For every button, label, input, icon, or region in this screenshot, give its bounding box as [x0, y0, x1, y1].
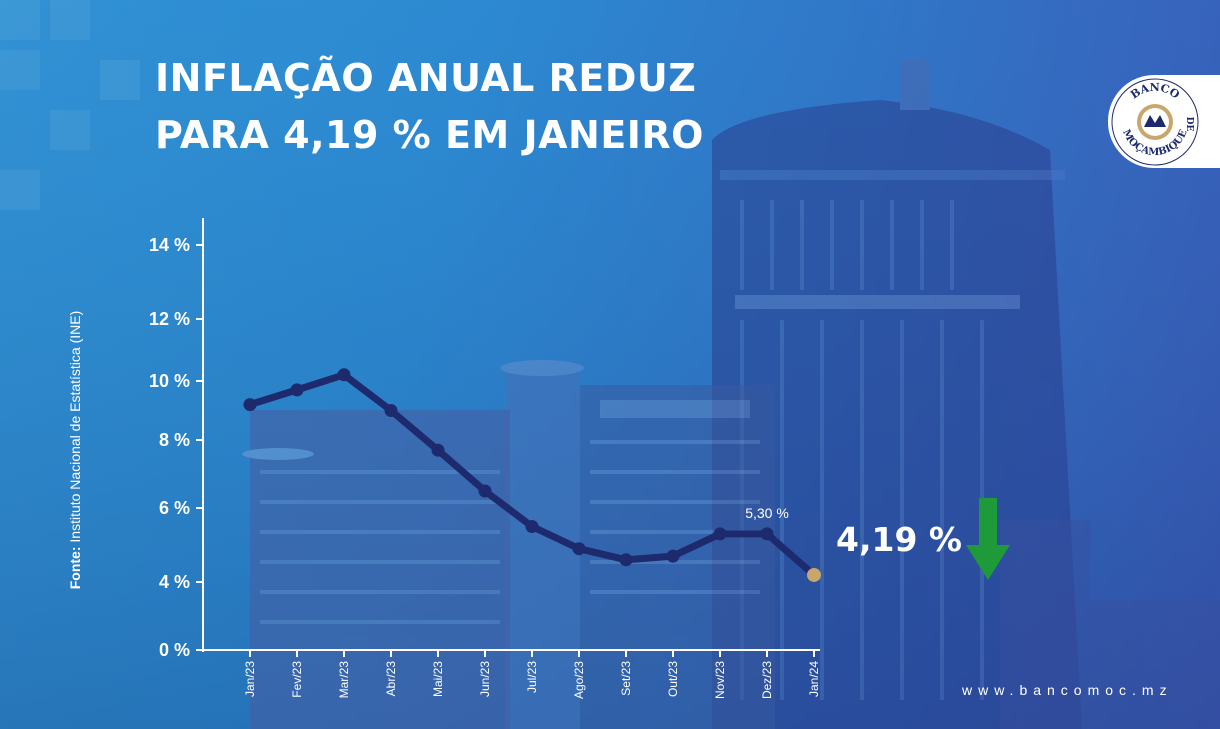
- x-tick-label: Jan/24: [807, 661, 821, 697]
- data-label: 5,30 %: [745, 505, 789, 521]
- page-title: INFLAÇÃO ANUAL REDUZ PARA 4,19 % EM JANE…: [155, 50, 704, 164]
- logo-seal: BANCO MOÇAMBIQUE DE: [1111, 78, 1199, 166]
- x-tick-label: Set/23: [619, 661, 633, 696]
- data-point: [760, 527, 774, 541]
- data-point: [713, 527, 727, 541]
- x-tick-label: Fev/23: [290, 661, 304, 698]
- down-arrow-icon: [966, 498, 1010, 580]
- data-points: [243, 368, 821, 582]
- y-ticks: 0 % 4 % 6 % 8 % 10 % 12 % 14 %: [149, 235, 203, 660]
- data-point: [243, 398, 257, 412]
- y-tick-label: 4 %: [159, 572, 190, 592]
- data-point: [431, 443, 445, 457]
- x-tick-label: Out/23: [666, 661, 680, 697]
- y-tick-label: 6 %: [159, 498, 190, 518]
- data-point: [384, 404, 398, 417]
- data-labels: 5,30 %: [745, 505, 789, 521]
- logo-top-text: BANCO: [1128, 81, 1182, 102]
- current-inflation-value: 4,19 %: [836, 520, 962, 559]
- website-url[interactable]: www.bancomoc.mz: [962, 682, 1173, 698]
- data-point: [572, 542, 586, 556]
- data-point: [478, 484, 492, 498]
- y-tick-label: 0 %: [159, 640, 190, 660]
- banco-de-mocambique-logo: BANCO MOÇAMBIQUE DE: [1108, 75, 1220, 168]
- data-point: [337, 368, 351, 382]
- data-point: [619, 553, 633, 567]
- x-tick-label: Nov/23: [713, 661, 727, 699]
- svg-text:BANCO: BANCO: [1128, 81, 1182, 102]
- x-ticks: Jan/23 Fev/23 Mar/23 Abr/23 Mai/23 Jun/23 Jul/…: [243, 650, 821, 699]
- y-tick-label: 12 %: [149, 309, 190, 329]
- x-tick-label: Mai/23: [431, 661, 445, 697]
- x-tick-label: Jan/23: [243, 661, 257, 697]
- y-tick-label: 14 %: [149, 235, 190, 255]
- x-tick-label: Jun/23: [478, 661, 492, 697]
- data-point: [525, 520, 539, 533]
- logo-middle-text: DE: [1184, 117, 1194, 132]
- data-point: [290, 383, 304, 397]
- x-tick-label: Mar/23: [337, 661, 351, 699]
- data-point: [666, 549, 680, 563]
- x-tick-label: Abr/23: [384, 661, 398, 697]
- series-line: [246, 371, 818, 579]
- x-tick-label: Ago/23: [572, 661, 586, 699]
- title-line-1: INFLAÇÃO ANUAL REDUZ: [155, 56, 697, 100]
- y-tick-label: 8 %: [159, 430, 190, 450]
- y-tick-label: 10 %: [149, 371, 190, 391]
- title-line-2: PARA 4,19 % EM JANEIRO: [155, 113, 704, 157]
- x-tick-label: Jul/23: [525, 661, 539, 693]
- highlight-data-point: [807, 567, 821, 582]
- x-tick-label: Dez/23: [760, 661, 774, 699]
